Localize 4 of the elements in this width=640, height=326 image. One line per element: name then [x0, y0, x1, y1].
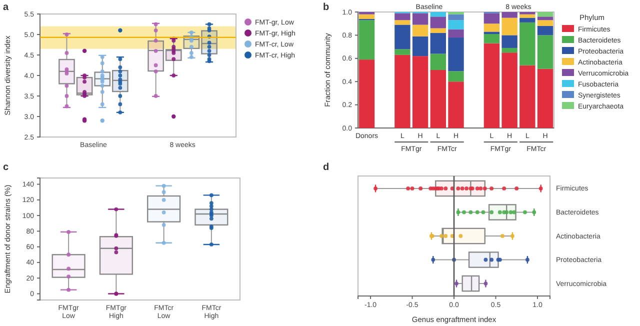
chart-title: b: [323, 2, 330, 13]
chart-title: a: [3, 2, 9, 13]
chart-title: d: [323, 162, 330, 173]
chart-title: c: [3, 162, 9, 173]
